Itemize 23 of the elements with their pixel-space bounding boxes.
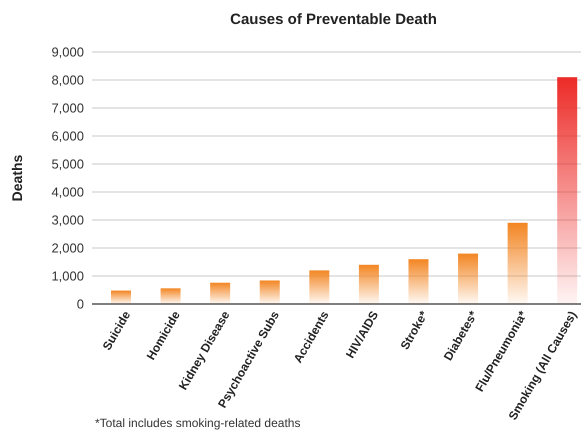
bar	[508, 222, 528, 304]
chart-title: Causes of Preventable Death	[230, 11, 437, 28]
y-tick-label: 3,000	[51, 212, 84, 228]
text: *Total includes smoking-related deaths	[95, 416, 300, 430]
y-tick-label: 7,000	[51, 100, 84, 116]
y-tick-label: 4,000	[51, 184, 84, 200]
bar	[160, 288, 181, 304]
bar	[309, 270, 330, 304]
bar	[210, 282, 230, 304]
bar	[557, 77, 578, 304]
y-tick-label: 6,000	[51, 128, 84, 144]
y-tick-label: 1,000	[51, 268, 84, 284]
y-tick-label: 0	[76, 296, 84, 312]
y-tick-label: 8,000	[51, 72, 84, 88]
bar	[358, 264, 379, 304]
y-tick-label: 9,000	[51, 44, 84, 60]
y-tick-label: 5,000	[51, 156, 84, 172]
bar	[458, 254, 478, 304]
y-axis-title: Deaths	[9, 154, 25, 202]
y-tick-label: 2,000	[51, 240, 84, 256]
bar	[260, 280, 280, 304]
bar	[111, 290, 131, 304]
bar	[408, 259, 428, 304]
